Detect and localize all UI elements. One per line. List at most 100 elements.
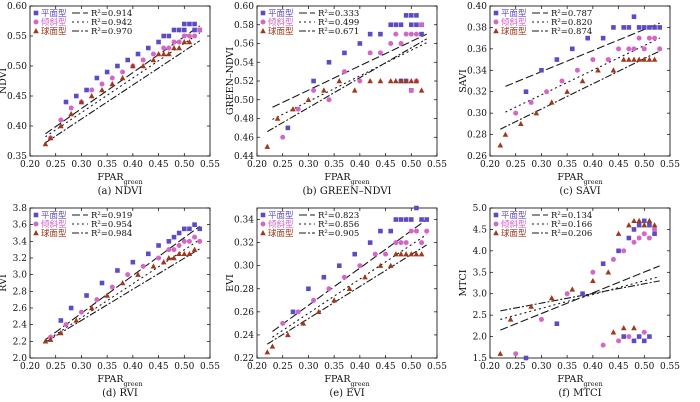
y-tick-label: 2.8 — [13, 287, 28, 297]
y-tick-label: 0.58 — [234, 21, 254, 31]
data-point — [621, 25, 627, 30]
data-point — [290, 106, 296, 112]
panel-caption: (c) SAVI — [559, 186, 600, 197]
x-axis-label-subscript: green — [123, 178, 142, 186]
data-point — [393, 240, 399, 246]
y-tick-label: 0.40 — [467, 2, 487, 12]
legend-marker — [493, 10, 499, 16]
data-point — [590, 277, 596, 284]
legend-r2-value: R²=0.206 — [551, 229, 592, 239]
legend-marker — [493, 212, 499, 218]
x-tick-label: 0.30 — [531, 362, 551, 372]
y-tick-label: 0.26 — [234, 308, 254, 318]
fit-line-series-1 — [272, 234, 428, 338]
data-point — [403, 217, 409, 222]
y-tick-label: 0.50 — [7, 62, 27, 72]
data-point — [621, 248, 627, 254]
data-point — [176, 27, 182, 33]
plot-frame — [256, 207, 438, 359]
data-point — [94, 75, 100, 81]
data-point — [647, 25, 652, 30]
data-point — [626, 56, 632, 62]
data-point — [84, 87, 89, 93]
data-point — [398, 22, 404, 28]
data-point — [176, 250, 182, 257]
data-point — [58, 330, 64, 336]
data-point — [523, 355, 529, 361]
data-point — [331, 297, 337, 303]
x-tick-label: 0.20 — [480, 362, 500, 372]
data-point — [424, 228, 430, 234]
data-point — [636, 56, 642, 62]
data-point — [357, 263, 363, 269]
data-point — [413, 78, 420, 84]
legend-r2-value: R²=0.499 — [318, 18, 359, 28]
x-tick-label: 0.45 — [376, 362, 396, 372]
data-point — [94, 297, 100, 303]
data-point — [652, 35, 658, 41]
data-point — [502, 131, 509, 137]
data-point — [419, 240, 425, 246]
data-point — [544, 89, 550, 95]
data-point — [564, 88, 570, 94]
legend-marker — [493, 230, 499, 236]
fit-line-series-1 — [45, 239, 201, 342]
data-point — [119, 280, 126, 286]
legend-marker — [33, 10, 39, 16]
data-point — [285, 331, 291, 338]
fit-line-series-2 — [500, 50, 660, 130]
data-point — [424, 217, 430, 222]
data-point — [135, 271, 141, 277]
legend-series-name: 球面型 — [501, 228, 527, 239]
x-tick-label: 0.45 — [376, 160, 396, 170]
data-point — [378, 228, 383, 234]
data-point — [181, 226, 187, 232]
data-point — [171, 45, 177, 51]
fit-line-series-1 — [500, 276, 660, 320]
data-point — [605, 269, 612, 275]
y-tick-label: 0.28 — [234, 285, 254, 295]
legend-series-name: 平面型 — [268, 9, 294, 19]
legend-marker — [260, 28, 266, 34]
data-point — [408, 31, 414, 37]
data-point — [104, 69, 110, 75]
data-point — [264, 349, 271, 355]
data-point — [539, 67, 544, 73]
data-point — [652, 25, 657, 30]
data-point — [652, 231, 657, 237]
data-point — [600, 342, 606, 348]
data-point — [393, 251, 399, 257]
data-point — [295, 309, 301, 315]
data-point — [626, 46, 632, 52]
x-tick-label: 0.35 — [557, 362, 577, 372]
legend-r2-value: R²=0.856 — [318, 220, 359, 230]
data-point — [497, 350, 504, 356]
x-tick-label: 0.20 — [20, 160, 40, 170]
data-point — [497, 142, 504, 148]
plot-frame — [489, 5, 671, 157]
x-tick-label: 0.25 — [273, 160, 293, 170]
data-point — [569, 286, 576, 292]
y-tick-label: 3.2 — [13, 254, 27, 264]
data-point — [352, 251, 358, 257]
y-tick-label: 0.54 — [234, 58, 254, 68]
data-point — [652, 226, 658, 232]
data-point — [326, 97, 332, 103]
x-tick-label: 0.35 — [324, 362, 344, 372]
data-point — [311, 297, 317, 303]
data-point — [192, 234, 198, 240]
y-tick-label: 1.5 — [473, 354, 488, 364]
y-tick-label: 0.46 — [234, 133, 254, 143]
data-point — [387, 78, 394, 84]
data-point — [321, 274, 327, 280]
data-point — [166, 247, 172, 253]
data-point — [413, 251, 420, 257]
data-point — [574, 67, 580, 73]
data-point — [78, 309, 84, 315]
data-point — [631, 239, 637, 245]
x-tick-label: 0.30 — [71, 362, 91, 372]
y-tick-label: 0.45 — [7, 92, 27, 102]
data-point — [631, 46, 637, 52]
x-tick-label: 0.30 — [531, 160, 551, 170]
x-tick-label: 0.55 — [200, 362, 220, 372]
